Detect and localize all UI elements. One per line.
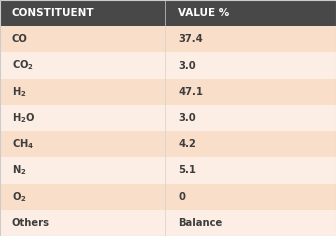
Bar (0, 79, 165, 105)
Bar (0, 26, 165, 52)
Bar (165, 52, 336, 79)
Bar (165, 210, 336, 236)
Text: $\mathbf{H_2}$: $\mathbf{H_2}$ (12, 85, 27, 99)
Text: 3.0: 3.0 (178, 113, 196, 123)
Text: $\mathbf{H_2O}$: $\mathbf{H_2O}$ (12, 111, 35, 125)
Text: Balance: Balance (178, 218, 222, 228)
Text: CONSTITUENT: CONSTITUENT (12, 8, 94, 18)
Bar (165, 184, 336, 210)
Text: $\mathbf{CO_2}$: $\mathbf{CO_2}$ (12, 59, 34, 72)
Text: 3.0: 3.0 (178, 61, 196, 71)
Text: 5.1: 5.1 (178, 165, 196, 175)
Bar (165, 79, 336, 105)
Text: 37.4: 37.4 (178, 34, 203, 44)
Text: 4.2: 4.2 (178, 139, 196, 149)
Text: 47.1: 47.1 (178, 87, 203, 97)
Text: Others: Others (12, 218, 50, 228)
Bar (0, 0, 165, 26)
Bar (165, 131, 336, 157)
Text: $\mathbf{N_2}$: $\mathbf{N_2}$ (12, 164, 27, 177)
Text: $\mathbf{CH_4}$: $\mathbf{CH_4}$ (12, 137, 34, 151)
Bar (0, 157, 165, 184)
Bar (0, 210, 165, 236)
Text: CO: CO (12, 34, 28, 44)
Text: VALUE %: VALUE % (178, 8, 229, 18)
Bar (0, 52, 165, 79)
Bar (165, 105, 336, 131)
Bar (0, 184, 165, 210)
Bar (0, 131, 165, 157)
Text: 0: 0 (178, 192, 185, 202)
Bar (165, 26, 336, 52)
Bar (0, 105, 165, 131)
Bar (165, 157, 336, 184)
Text: $\mathbf{O_2}$: $\mathbf{O_2}$ (12, 190, 27, 204)
Bar (165, 0, 336, 26)
